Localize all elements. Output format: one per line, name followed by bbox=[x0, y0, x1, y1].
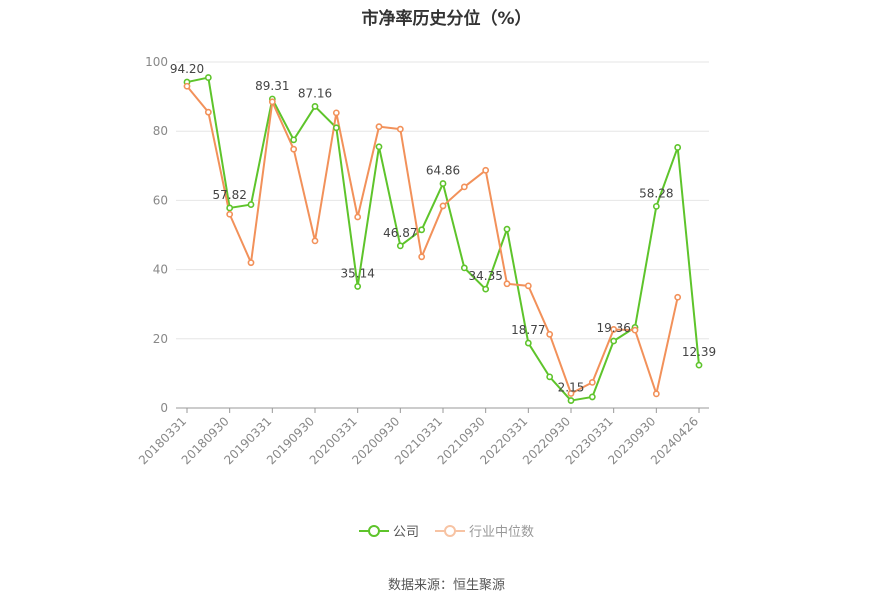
data-label: 89.31 bbox=[255, 79, 289, 93]
series-point-1 bbox=[567, 390, 575, 397]
series-point-1 bbox=[183, 82, 191, 90]
data-label: 64.86 bbox=[426, 164, 460, 178]
series-point-0 bbox=[226, 204, 234, 212]
series-point-1 bbox=[290, 145, 298, 153]
series-point-0 bbox=[354, 283, 362, 290]
series-point-0 bbox=[695, 361, 703, 369]
series-point-1 bbox=[375, 123, 383, 131]
data-label: 57.82 bbox=[212, 188, 246, 202]
series-point-1 bbox=[332, 109, 340, 117]
data-label: 2.15 bbox=[558, 381, 585, 395]
series-point-0 bbox=[375, 143, 383, 151]
series-point-1 bbox=[418, 253, 426, 261]
series-point-1 bbox=[268, 98, 276, 106]
series-line-0 bbox=[186, 76, 700, 402]
series-point-1 bbox=[610, 326, 618, 333]
series-point-1 bbox=[546, 330, 554, 338]
series-point-0 bbox=[332, 124, 340, 132]
series-point-0 bbox=[311, 103, 319, 110]
data-label: 34.35 bbox=[468, 269, 502, 283]
series-point-1 bbox=[439, 202, 447, 210]
y-tick-label: 60 bbox=[153, 193, 168, 207]
data-label: 18.77 bbox=[511, 323, 545, 337]
y-tick-label: 20 bbox=[153, 332, 168, 346]
series-point-1 bbox=[588, 378, 596, 386]
series-point-1 bbox=[247, 259, 255, 267]
source-note: 数据来源：恒生聚源 bbox=[387, 578, 505, 593]
series-points bbox=[183, 74, 703, 404]
series-point-0 bbox=[546, 373, 554, 381]
legend-item-industry-median[interactable]: 行业中位数 bbox=[435, 521, 534, 540]
series-point-0 bbox=[290, 136, 298, 144]
data-label: 94.20 bbox=[170, 62, 204, 76]
legend-swatch-company bbox=[358, 523, 389, 539]
data-label: 12.39 bbox=[682, 345, 716, 359]
series-point-1 bbox=[204, 108, 212, 116]
y-tick-label: 100 bbox=[145, 55, 168, 69]
series-point-0 bbox=[567, 397, 575, 404]
series-line-1 bbox=[186, 85, 679, 395]
series-point-1 bbox=[503, 280, 511, 288]
series-point-1 bbox=[460, 183, 468, 191]
chart-title: 市净率历史分位（%） bbox=[361, 9, 532, 29]
series-point-0 bbox=[460, 264, 468, 272]
series-point-0 bbox=[610, 337, 618, 345]
grid-lines bbox=[176, 61, 709, 340]
series-point-0 bbox=[503, 225, 511, 233]
legend: 公司 行业中位数 bbox=[0, 521, 893, 540]
series-point-0 bbox=[439, 180, 447, 187]
series-point-1 bbox=[226, 210, 234, 218]
series-point-1 bbox=[311, 237, 319, 245]
series-point-1 bbox=[396, 125, 404, 133]
series-point-1 bbox=[354, 213, 362, 221]
series-point-0 bbox=[524, 339, 532, 347]
y-tick-label: 40 bbox=[153, 263, 168, 277]
series-point-1 bbox=[631, 326, 639, 334]
series-point-0 bbox=[418, 226, 426, 234]
series-lines bbox=[186, 76, 700, 402]
series-point-0 bbox=[247, 201, 255, 208]
series-point-1 bbox=[674, 293, 682, 301]
y-tick-label: 0 bbox=[160, 401, 168, 415]
legend-swatch-industry-median bbox=[435, 523, 465, 539]
data-label: 19.36 bbox=[596, 321, 630, 335]
y-tick-label: 80 bbox=[153, 124, 168, 138]
series-point-0 bbox=[204, 74, 212, 81]
series-point-0 bbox=[674, 144, 682, 151]
series-point-1 bbox=[524, 282, 532, 290]
axes: 0204060801002018033120180930201903312019… bbox=[136, 55, 709, 467]
legend-label-industry-median: 行业中位数 bbox=[469, 525, 535, 540]
series-point-0 bbox=[652, 202, 660, 210]
data-labels: 94.20 57.82 89.31 87.16 35.14 46.87 64.86 34.35… bbox=[170, 62, 716, 394]
legend-label-company: 公司 bbox=[392, 525, 419, 540]
data-label: 87.16 bbox=[298, 86, 332, 100]
series-point-1 bbox=[652, 390, 660, 398]
data-label: 58.28 bbox=[639, 186, 673, 200]
legend-item-company[interactable]: 公司 bbox=[358, 521, 419, 540]
data-label: 46.87 bbox=[383, 226, 417, 240]
data-label: 35.14 bbox=[340, 266, 374, 280]
series-point-0 bbox=[396, 242, 404, 250]
series-point-1 bbox=[482, 166, 490, 174]
series-point-0 bbox=[482, 285, 490, 293]
series-point-0 bbox=[588, 393, 596, 401]
